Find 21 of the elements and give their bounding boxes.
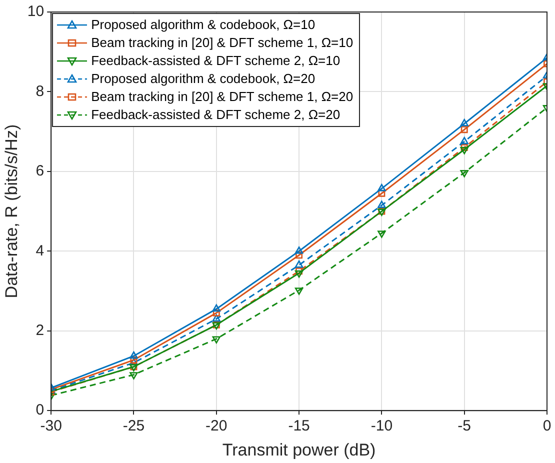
- x-tick-label: -10: [370, 418, 393, 435]
- y-tick-label: 2: [36, 322, 44, 340]
- y-tick-label: 4: [36, 242, 44, 260]
- legend-label: Feedback-assisted & DFT scheme 2, Ω=20: [91, 106, 340, 124]
- y-tick-label: 6: [36, 162, 44, 180]
- legend-label: Proposed algorithm & codebook, Ω=20: [91, 70, 316, 88]
- legend-label: Feedback-assisted & DFT scheme 2, Ω=10: [91, 52, 340, 70]
- legend-label: Beam tracking in [20] & DFT scheme 1, Ω=10: [91, 34, 354, 52]
- x-tick-label: -15: [288, 418, 310, 435]
- x-tick-label: -20: [206, 418, 228, 435]
- x-tick-label: -25: [122, 418, 145, 435]
- legend-label: Beam tracking in [20] & DFT scheme 1, Ω=20: [91, 88, 354, 106]
- x-tick-label: 0: [542, 418, 552, 435]
- x-tick-label: -5: [458, 418, 472, 435]
- y-tick-label: 10: [27, 3, 44, 20]
- x-tick-label: -30: [40, 418, 62, 435]
- legend-label: Proposed algorithm & codebook, Ω=10: [91, 16, 316, 34]
- x-axis-title: Transmit power (dB): [222, 440, 376, 460]
- y-axis-title: Data-rate, R (bits/s/Hz): [2, 124, 21, 298]
- y-tick-label: 8: [36, 82, 44, 100]
- y-tick-label: 0: [36, 402, 44, 419]
